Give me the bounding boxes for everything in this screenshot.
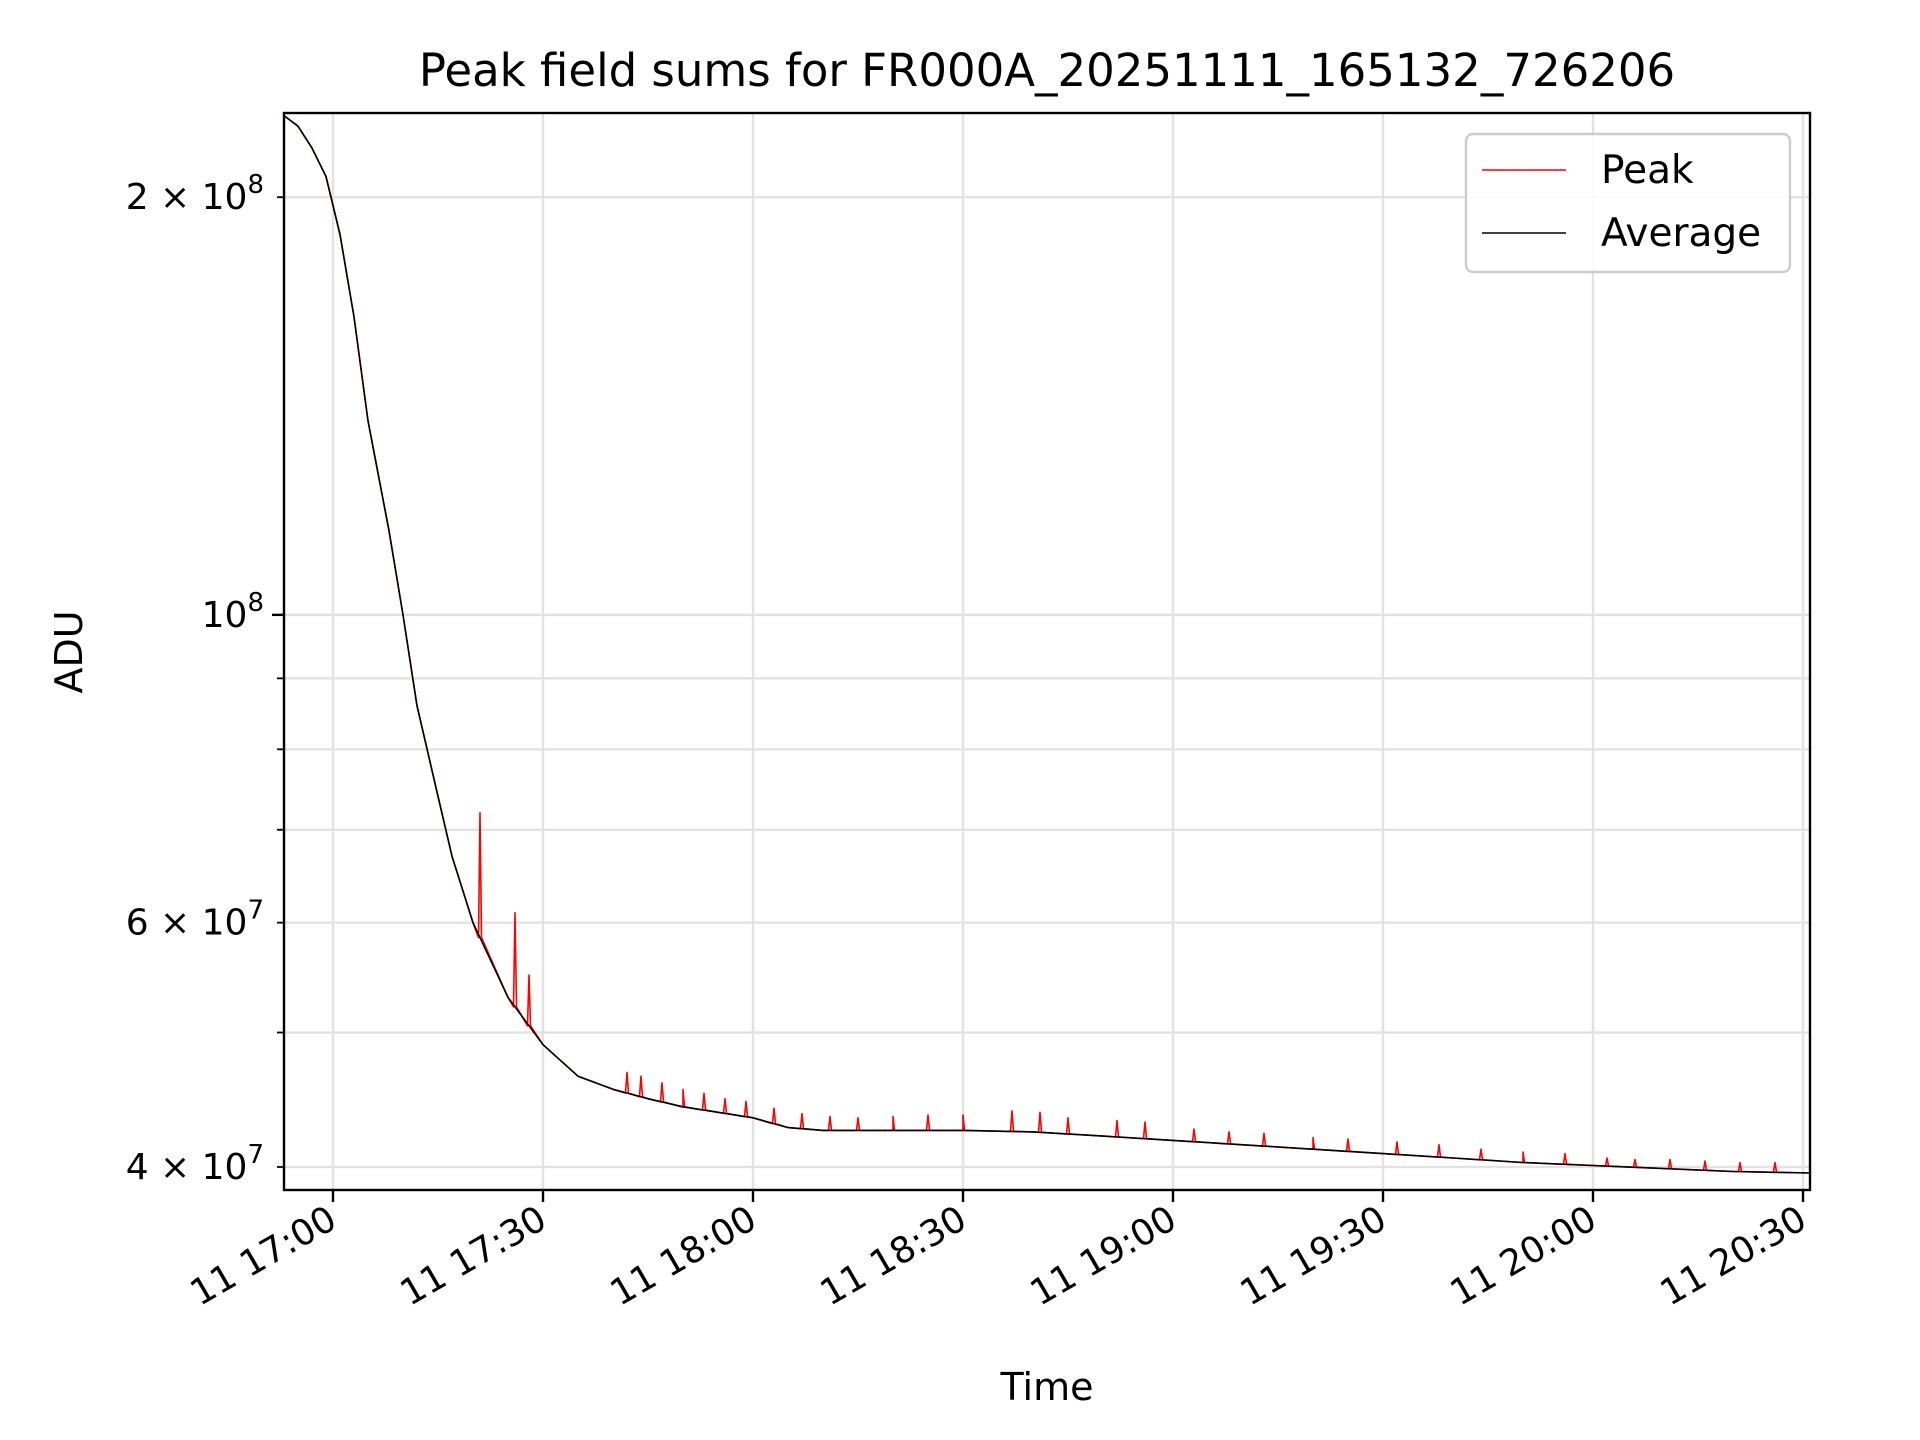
y-tick-label: 6 × 107 — [126, 896, 264, 944]
series-line-average — [283, 114, 1811, 1174]
legend-box — [1464, 132, 1792, 274]
legend: Peak Average — [1464, 132, 1792, 274]
y-tick-label: 4 × 107 — [126, 1140, 264, 1188]
grid — [284, 113, 1810, 1190]
chart-title: Peak field sums for FR000A_20251111_1651… — [419, 44, 1675, 97]
y-axis-label: ADU — [47, 610, 91, 693]
plot-frame — [282, 111, 1812, 1192]
legend-label-peak: Peak — [1601, 148, 1694, 193]
legend-label-average: Average — [1601, 211, 1761, 256]
x-axis-label: Time — [1000, 1365, 1094, 1409]
y-tick-label: 2 × 108 — [126, 170, 264, 218]
series-lines — [283, 114, 1811, 1174]
y-tick-label: 108 — [202, 588, 264, 636]
